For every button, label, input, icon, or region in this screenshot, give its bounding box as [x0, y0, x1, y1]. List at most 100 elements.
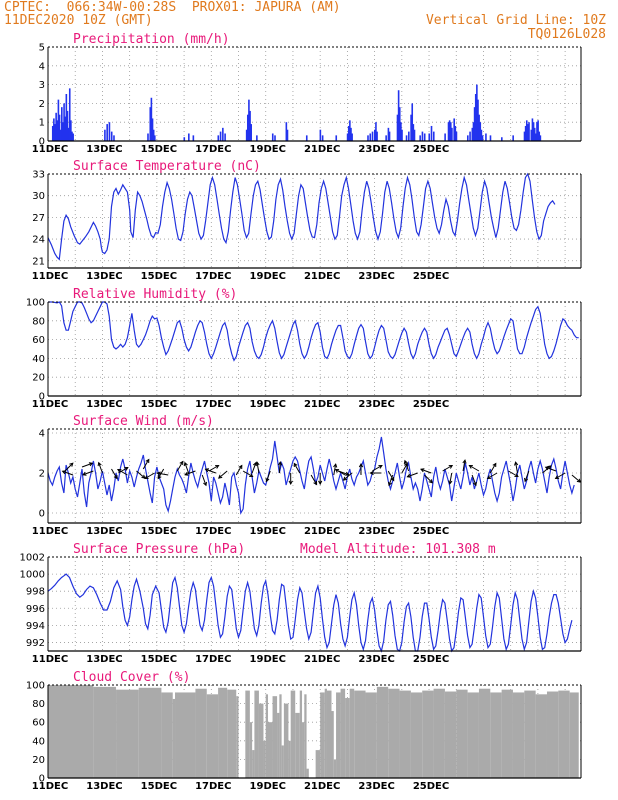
- wind-arrow-shaft: [524, 470, 530, 482]
- precip-bar: [53, 118, 55, 141]
- precip-bar: [405, 135, 408, 141]
- precip-bar: [480, 129, 483, 141]
- cloud-bar: [254, 690, 259, 778]
- wind-arrow-head: [124, 466, 129, 471]
- cloud-bar: [340, 688, 346, 778]
- cloud-bar: [467, 692, 479, 778]
- wind-arrow-head: [69, 462, 74, 467]
- y-tick-label: 0: [39, 509, 45, 520]
- x-tick-label: 11DEC: [32, 271, 68, 282]
- y-tick-label: 24: [32, 235, 45, 246]
- wind-arrow-head: [277, 460, 283, 466]
- precip-bar: [537, 120, 539, 141]
- wind-arrow-head: [215, 464, 220, 469]
- wind-arrow-head: [265, 477, 270, 483]
- wind-arrow: [235, 464, 243, 476]
- x-tick-label: 17DEC: [195, 399, 231, 410]
- relative-humidity-panel: 0 20 40 60 80 100 11DEC 13DEC 15DEC 17DEC 19DEC 21D…: [26, 287, 582, 410]
- wind-arrow: [358, 462, 364, 475]
- cloud-bar: [456, 689, 468, 778]
- wind-arrow-head: [145, 458, 150, 464]
- precip-bar: [469, 131, 471, 141]
- wind-arrow-shaft: [184, 462, 190, 474]
- wind-arrow-head: [403, 459, 408, 465]
- cloud-bar: [263, 740, 266, 778]
- x-tick-label: 21DEC: [304, 654, 340, 665]
- x-tick-label: 19DEC: [250, 526, 286, 537]
- precip-bar: [72, 133, 74, 141]
- wind-arrow-head: [369, 470, 374, 476]
- precip-bar: [485, 133, 487, 141]
- wind-arrow: [372, 464, 383, 472]
- wind-arrow: [288, 473, 293, 486]
- precip-bar: [489, 135, 492, 141]
- precipitation-panel: 0 1 2 3 4 5 11DEC 13DEC 15DEC 17DEC 19DEC 21DEC 23DE…: [32, 32, 582, 155]
- y-tick-label: 1002: [20, 553, 45, 564]
- y-tick-label: 21: [32, 256, 45, 267]
- x-tick-label: 17DEC: [195, 144, 231, 155]
- wind-arrow-head: [82, 471, 87, 476]
- wind-arrow: [442, 464, 454, 472]
- precip-bar: [476, 84, 478, 141]
- surface-pressure-line: [47, 573, 573, 653]
- x-tick-label: 13DEC: [86, 781, 122, 792]
- precip-bar: [106, 124, 108, 141]
- wind-arrow: [342, 472, 353, 481]
- cloud-bar: [258, 703, 264, 778]
- precip-bar: [274, 135, 276, 141]
- wind-arrow-head: [420, 468, 425, 473]
- wind-arrow: [82, 470, 94, 476]
- wind-arrow: [554, 472, 566, 480]
- wind-arrow-shaft: [62, 470, 74, 476]
- precip-bar: [66, 110, 69, 141]
- precip-bar: [527, 124, 529, 141]
- x-tick-label: 15DEC: [141, 399, 177, 410]
- wind-arrow-head: [61, 470, 67, 475]
- cloud-bar: [227, 689, 237, 778]
- precip-bar: [385, 135, 387, 141]
- precip-bar: [286, 129, 289, 141]
- relative-humidity-line: [48, 301, 579, 362]
- wind-arrow-head: [576, 478, 582, 483]
- precip-bar: [533, 127, 536, 141]
- wind-arrow-shaft: [293, 463, 301, 474]
- precip-bar: [501, 137, 503, 141]
- wind-arrow: [508, 470, 519, 478]
- wind-arrow-head: [544, 466, 550, 471]
- precip-bar: [248, 99, 250, 141]
- precip-bar: [367, 135, 369, 141]
- precip-bar: [65, 94, 68, 141]
- cloud-bar: [306, 768, 309, 778]
- precip-bar: [249, 110, 251, 141]
- y-tick-label: 0: [39, 774, 45, 785]
- wind-arrow: [571, 474, 582, 483]
- y-tick-label: 1: [39, 118, 45, 129]
- wind-arrow-head: [184, 471, 189, 476]
- surface-wind-title: Surface Wind (m/s): [73, 414, 214, 429]
- wind-arrow: [420, 468, 432, 474]
- wind-arrow: [183, 461, 190, 474]
- wind-arrow-head: [113, 474, 118, 480]
- cloud-bar: [422, 690, 434, 778]
- cloud-bar: [315, 750, 321, 778]
- precip-bar: [245, 129, 248, 141]
- x-tick-label: 21DEC: [304, 271, 340, 282]
- wind-arrow-shaft: [266, 470, 271, 482]
- wind-arrow-shaft: [387, 470, 395, 481]
- precip-bar: [350, 127, 352, 141]
- precip-bar: [396, 114, 399, 141]
- surface-wind-panel: 0 2 4 11DEC 13DEC 15DEC 17DEC 19DEC 21DEC 23DEC 25…: [32, 414, 582, 537]
- wind-arrow: [489, 462, 497, 474]
- wind-arrow: [176, 460, 184, 472]
- wind-arrow-shaft: [98, 462, 103, 474]
- wind-arrow-head: [514, 473, 519, 478]
- wind-arrow-head: [218, 474, 223, 479]
- x-tick-label: 11DEC: [32, 144, 68, 155]
- cloud-bar: [272, 696, 278, 778]
- y-tick-label: 27: [32, 213, 45, 224]
- x-tick-label: 13DEC: [86, 144, 122, 155]
- wind-arrow-head: [333, 463, 338, 468]
- wind-arrow-shaft: [136, 470, 146, 479]
- precip-bar: [466, 135, 469, 141]
